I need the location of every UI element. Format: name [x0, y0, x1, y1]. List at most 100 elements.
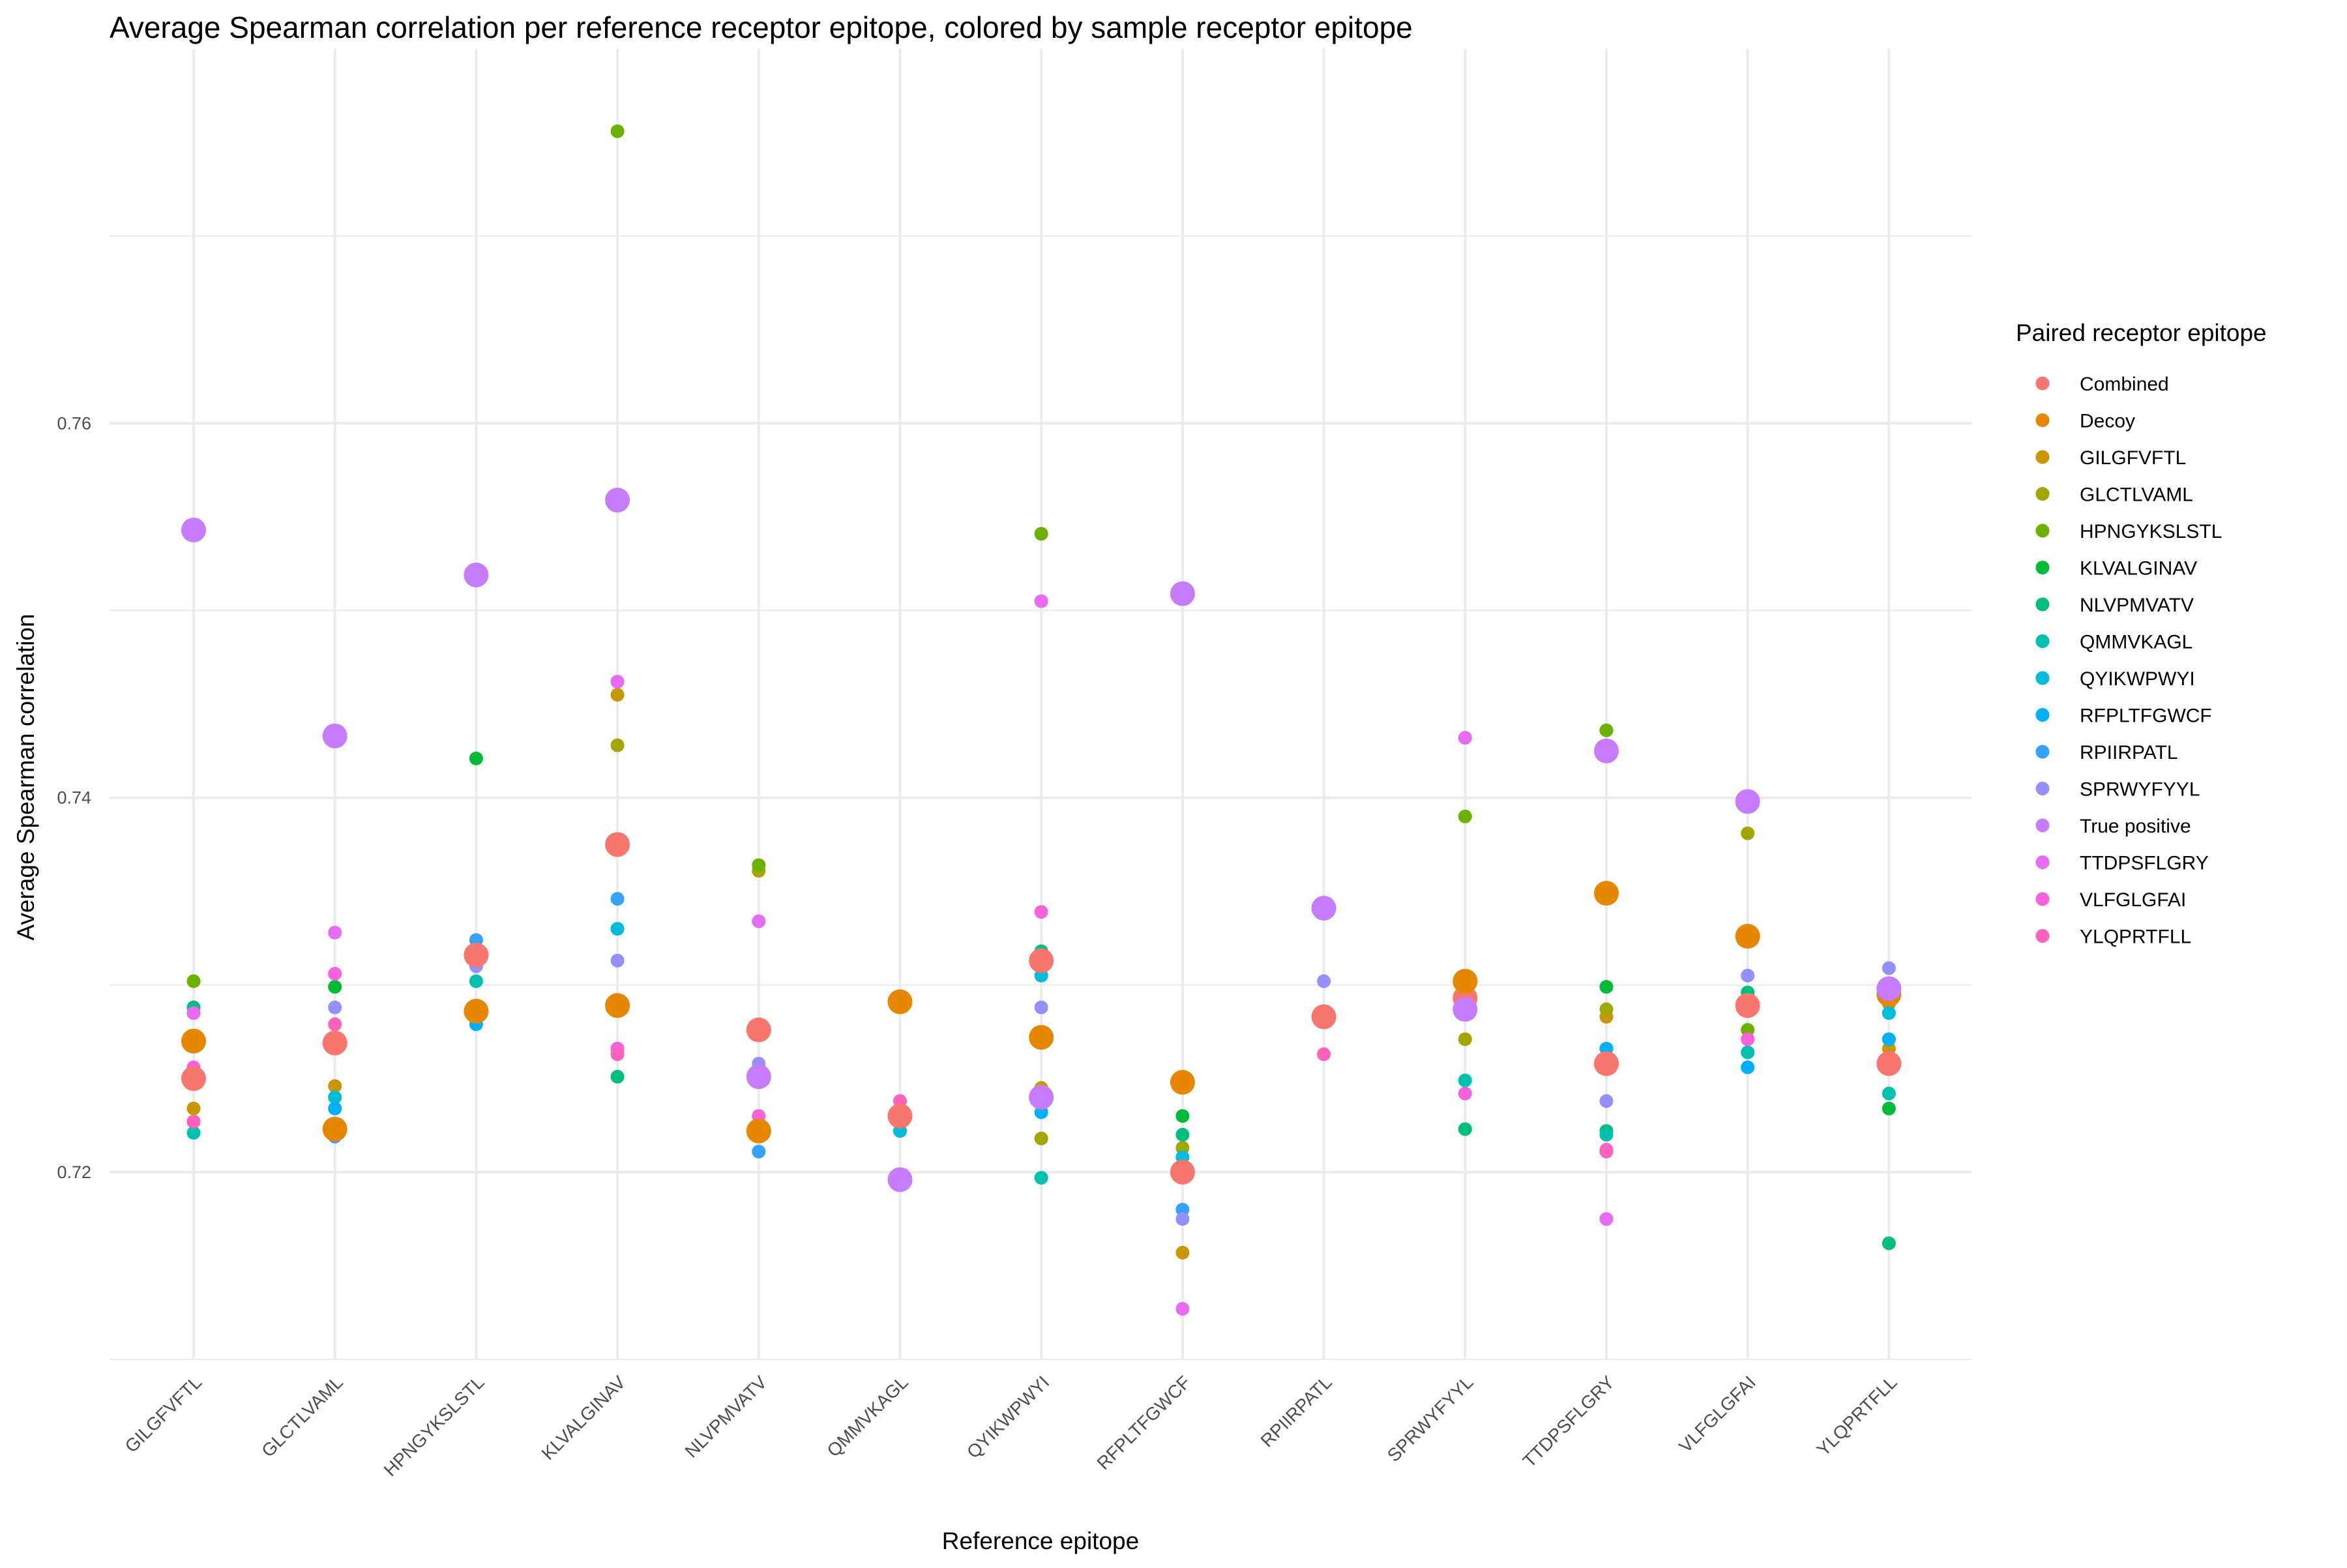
data-point — [1175, 1109, 1190, 1123]
data-point — [181, 1028, 206, 1054]
legend-swatch — [2035, 597, 2050, 612]
x-tick-label: SPRWYFYYL — [1383, 1372, 1477, 1466]
data-point — [1034, 1131, 1048, 1146]
data-point — [186, 1101, 201, 1116]
x-tick-label: KLVALGINAV — [538, 1372, 630, 1464]
data-point — [1882, 1086, 1896, 1101]
legend-label: RPIIRPATL — [2080, 742, 2178, 763]
data-point — [752, 1144, 766, 1159]
data-point — [1034, 527, 1048, 541]
legend-swatch — [2035, 487, 2050, 501]
data-point — [1175, 1141, 1190, 1155]
data-point — [1453, 997, 1478, 1022]
data-point — [1170, 1070, 1195, 1095]
legend-label: SPRWYFYYL — [2080, 779, 2200, 801]
data-point — [328, 1079, 342, 1093]
data-point — [328, 1017, 342, 1031]
data-point — [1029, 948, 1054, 973]
data-point — [1741, 1032, 1755, 1046]
x-tick-label: VLFGLGFAI — [1675, 1372, 1760, 1457]
data-point — [1453, 968, 1478, 994]
x-tick-label: NLVPMVATV — [681, 1372, 771, 1462]
x-tick-label: RPIIRPATL — [1257, 1372, 1336, 1451]
legend-label: QMMVKAGL — [2080, 632, 2192, 653]
data-point — [328, 980, 342, 994]
data-point — [1034, 594, 1048, 608]
data-point — [1458, 731, 1472, 745]
data-point — [1594, 1051, 1619, 1076]
data-point — [1317, 974, 1331, 988]
data-point — [1311, 1004, 1336, 1029]
x-tick-label: GILGFVFTL — [121, 1372, 206, 1457]
legend-swatch — [2035, 561, 2050, 574]
legend-swatch — [2035, 929, 2050, 943]
legend-label: GLCTLVAML — [2080, 484, 2193, 506]
data-point — [322, 723, 347, 748]
x-tick-label: GLCTLVAML — [258, 1372, 347, 1461]
data-point — [186, 974, 201, 988]
legend-label: YLQPRTFLL — [2080, 926, 2191, 948]
data-point — [887, 1167, 913, 1192]
legend-label: GILGFVFTL — [2080, 447, 2186, 469]
y-tick-label: 0.74 — [57, 788, 91, 808]
data-point — [1741, 1045, 1755, 1059]
x-tick-label: QMMVKAGL — [823, 1372, 911, 1460]
data-point — [1882, 961, 1896, 975]
legend-label: NLVPMVATV — [2080, 595, 2194, 616]
legend-swatch — [2035, 413, 2050, 427]
data-point — [1599, 723, 1614, 737]
data-point — [1882, 1101, 1896, 1116]
x-tick-label: HPNGYKSLSTL — [380, 1372, 488, 1480]
y-tick-label: 0.72 — [57, 1162, 91, 1182]
data-point — [1741, 1023, 1755, 1037]
legend-label: HPNGYKSLSTL — [2080, 521, 2222, 542]
data-point — [1175, 1212, 1190, 1226]
data-point — [181, 517, 206, 542]
data-point — [1882, 1032, 1896, 1046]
data-point — [1458, 1086, 1472, 1101]
x-axis-ticks: GILGFVFTL GLCTLVAML HPNGYKSLSTL KLVALGINAV N… — [121, 1372, 1901, 1480]
data-point — [1029, 1025, 1054, 1050]
data-point — [1876, 976, 1902, 1001]
legend-swatch — [2035, 892, 2050, 906]
data-point — [1599, 1127, 1614, 1142]
data-point — [322, 1030, 347, 1056]
data-point — [1741, 968, 1755, 983]
data-point — [328, 1090, 342, 1104]
data-point — [1170, 581, 1195, 606]
data-point — [186, 1114, 201, 1129]
legend-swatch — [2035, 671, 2050, 685]
legend-swatch — [2035, 782, 2050, 795]
data-point — [1170, 1159, 1195, 1185]
data-point — [610, 922, 625, 936]
data-point — [887, 1103, 913, 1129]
legend-swatch — [2035, 376, 2050, 391]
data-point — [610, 892, 625, 906]
legend-label: VLFGLGFAI — [2080, 889, 2186, 911]
data-point — [1034, 1170, 1048, 1185]
legend-label: Combined — [2080, 374, 2169, 395]
data-point — [746, 1017, 771, 1043]
data-point — [181, 1066, 206, 1091]
legend-label: TTDPSFLGRY — [2080, 853, 2209, 874]
y-axis-ticks: 0.72 0.74 0.76 — [57, 413, 91, 1182]
x-tick-label: YLQPRTFLL — [1813, 1372, 1901, 1460]
data-point — [752, 858, 766, 872]
data-point — [1034, 1000, 1048, 1014]
legend-label: KLVALGINAV — [2080, 558, 2197, 580]
data-point — [464, 942, 489, 968]
data-point — [328, 925, 342, 939]
data-point — [746, 1064, 771, 1089]
legend-label: RFPLTFGWCF — [2080, 705, 2212, 727]
data-point — [186, 1126, 201, 1140]
legend-swatch — [2035, 818, 2050, 833]
data-point — [605, 993, 630, 1018]
chart-title: Average Spearman correlation per referen… — [110, 10, 1413, 44]
data-point — [1735, 993, 1760, 1018]
data-point — [1317, 1047, 1331, 1061]
legend-label: QYIKWPWYI — [2080, 668, 2195, 690]
grid — [110, 49, 1971, 1360]
data-point — [322, 1116, 347, 1142]
legend-items: Combined Decoy GILGFVFTL GLCTLVAML HPNGYKSLS… — [2035, 374, 2222, 948]
data-point — [464, 998, 489, 1024]
